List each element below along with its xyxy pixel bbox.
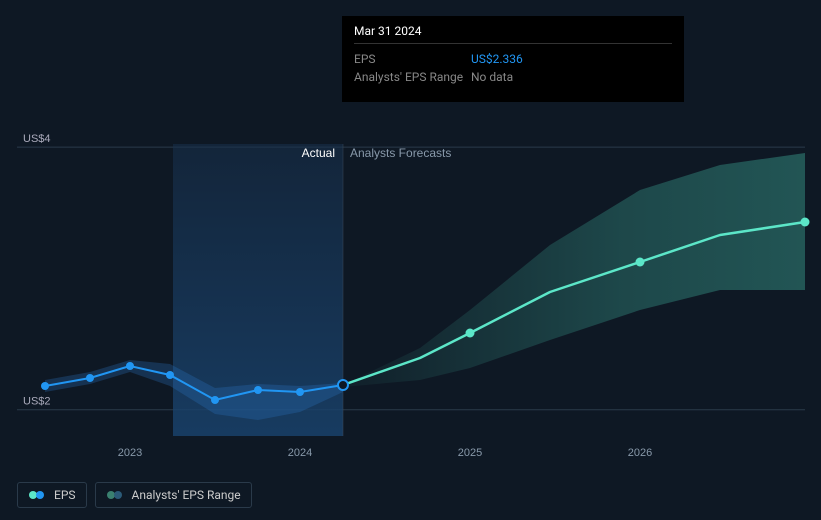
svg-text:2026: 2026 — [628, 447, 652, 459]
svg-text:2023: 2023 — [118, 447, 142, 459]
chart-legend: EPS Analysts' EPS Range — [17, 482, 252, 508]
legend-item-label: EPS — [54, 488, 76, 502]
tooltip-row: Analysts' EPS RangeNo data — [354, 68, 672, 86]
legend-item-eps[interactable]: EPS — [17, 482, 87, 508]
svg-text:Actual: Actual — [302, 146, 335, 160]
tooltip-row-value: US$2.336 — [471, 50, 523, 68]
svg-text:US$2: US$2 — [23, 396, 51, 408]
legend-swatch-icon — [106, 490, 124, 500]
svg-text:2024: 2024 — [288, 447, 312, 459]
legend-swatch-icon — [28, 490, 46, 500]
legend-item-eps-range[interactable]: Analysts' EPS Range — [95, 482, 252, 508]
svg-text:US$4: US$4 — [23, 133, 51, 145]
chart-tooltip: Mar 31 2024 EPSUS$2.336Analysts' EPS Ran… — [342, 16, 684, 102]
svg-text:Analysts Forecasts: Analysts Forecasts — [350, 146, 451, 160]
legend-item-label: Analysts' EPS Range — [132, 488, 241, 502]
tooltip-row-label: Analysts' EPS Range — [354, 68, 471, 86]
tooltip-row-value: No data — [471, 68, 513, 86]
tooltip-row-label: EPS — [354, 50, 471, 68]
tooltip-row: EPSUS$2.336 — [354, 50, 672, 68]
svg-text:2025: 2025 — [458, 447, 482, 459]
eps-chart: US$4 US$2 Actual Analysts Forecasts 2023 2024… — [0, 0, 821, 520]
tooltip-date: Mar 31 2024 — [354, 24, 672, 44]
